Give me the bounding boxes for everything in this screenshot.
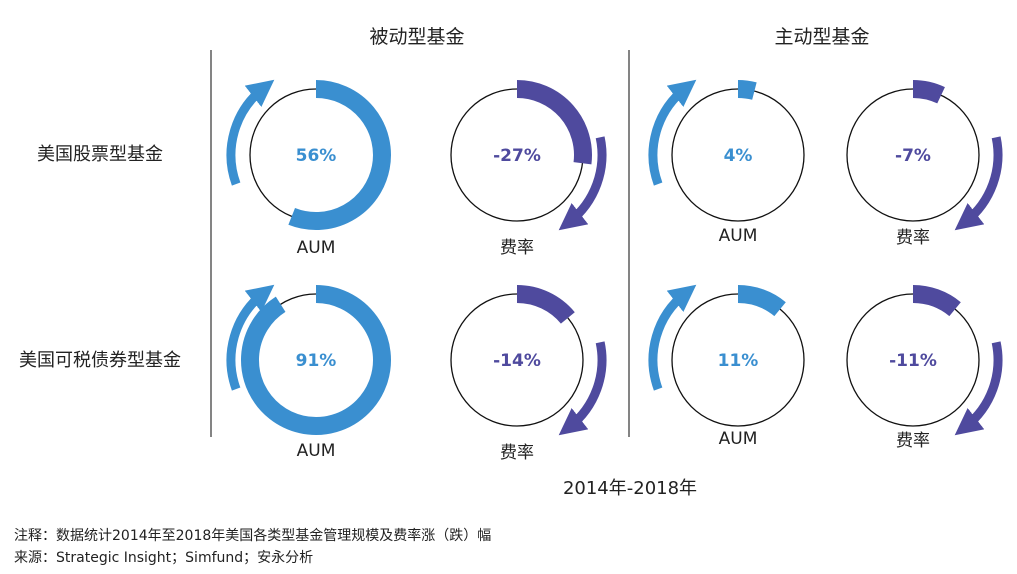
donut-cell: 11% [648, 284, 805, 427]
trend-up-arrow [648, 79, 697, 186]
donut-value-arc [516, 285, 575, 324]
donut-cell: 91% [226, 284, 391, 435]
donut-value-label: -27% [493, 146, 541, 166]
metric-label-aum: AUM [719, 226, 758, 246]
donut-cell: -11% [846, 285, 1003, 436]
row-title-taxable-bond: 美国可税债券型基金 [19, 350, 181, 371]
donut-value-label: -14% [493, 351, 541, 371]
donut-value-label: 91% [296, 351, 337, 371]
metric-label-aum: AUM [297, 441, 336, 461]
donut-cell: -7% [846, 80, 1003, 231]
column-title-passive: 被动型基金 [369, 26, 464, 48]
donut-grid: 56% -27% 4% -7% 91% -14% 11% -11% [226, 79, 1003, 436]
donut-value-arc [288, 80, 391, 230]
trend-down-arrow [954, 341, 1003, 436]
donut-value-arc [241, 285, 391, 435]
trend-down-arrow [558, 136, 607, 231]
column-title-active: 主动型基金 [774, 26, 869, 48]
trend-down-arrow [558, 341, 607, 436]
metric-label-aum: AUM [719, 429, 758, 449]
metric-label-aum: AUM [297, 238, 336, 258]
metric-label-fee: 费率 [500, 238, 534, 258]
donut-cell: -14% [450, 285, 607, 436]
row-title-equity: 美国股票型基金 [37, 144, 163, 165]
donut-value-arc [912, 285, 961, 317]
donut-value-arc [912, 80, 945, 104]
metric-label-fee: 费率 [500, 443, 534, 463]
donut-cell: -27% [450, 80, 607, 231]
donut-cell: 56% [226, 79, 391, 230]
footnote-source: 来源：Strategic Insight；Simfund；安永分析 [14, 550, 313, 566]
trend-up-arrow [648, 284, 697, 391]
period-label: 2014年-2018年 [563, 478, 697, 499]
donut-value-label: 56% [296, 146, 337, 166]
donut-value-label: -11% [889, 351, 937, 371]
trend-down-arrow [954, 136, 1003, 231]
metric-label-fee: 费率 [896, 431, 930, 451]
donut-value-arc [737, 285, 786, 317]
donut-value-arc [516, 80, 592, 165]
trend-up-arrow [226, 79, 275, 186]
footnote-note: 注释：数据统计2014年至2018年美国各类型基金管理规模及费率涨（跌）幅 [14, 527, 491, 544]
donut-value-label: -7% [895, 146, 931, 166]
donut-value-label: 11% [718, 351, 759, 371]
trend-up-arrow [226, 284, 275, 391]
donut-value-arc [737, 79, 757, 100]
donut-cell: 4% [648, 79, 805, 222]
donut-value-label: 4% [724, 146, 753, 166]
metric-label-fee: 费率 [896, 228, 930, 248]
